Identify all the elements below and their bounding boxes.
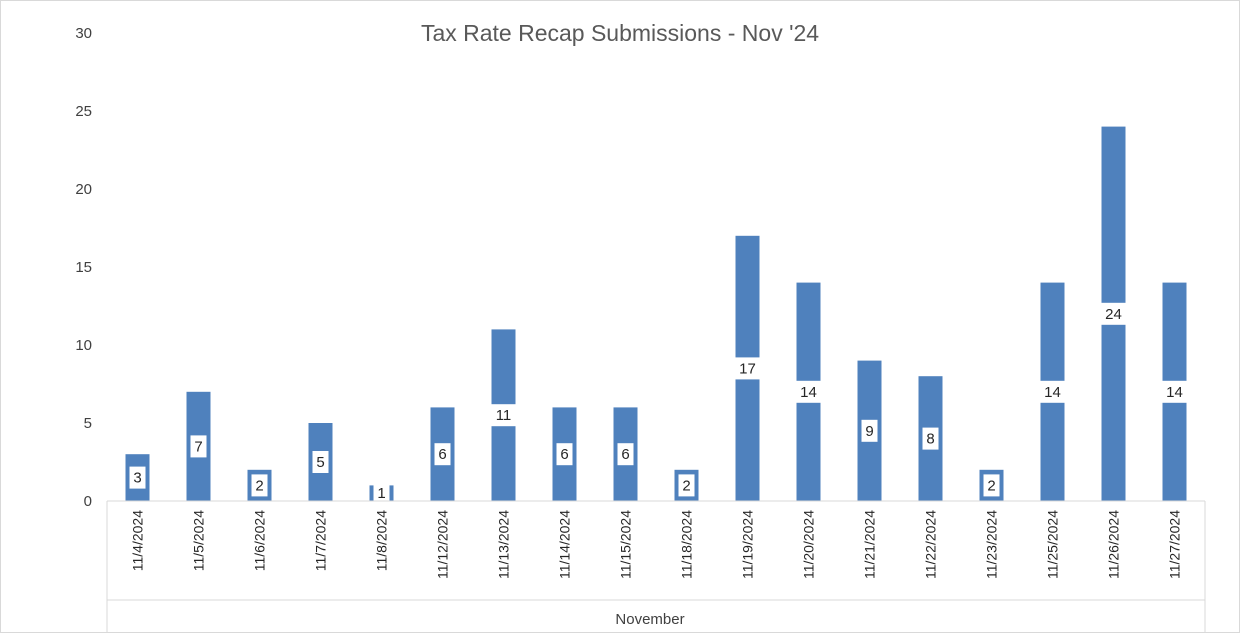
x-tick-label: 11/4/2024: [130, 510, 146, 571]
data-label-box: [861, 419, 878, 442]
x-tick-label: 11/19/2024: [740, 510, 756, 579]
x-tick-label: 11/22/2024: [923, 510, 939, 579]
data-label-box: [922, 427, 939, 450]
y-tick-label: 25: [75, 103, 92, 120]
data-label: 2: [682, 477, 690, 494]
data-label-box: [796, 380, 821, 403]
data-label: 14: [800, 384, 817, 401]
data-label: 14: [1044, 384, 1061, 401]
x-tick-label: 11/26/2024: [1106, 510, 1122, 579]
x-tick-label: 11/21/2024: [862, 510, 878, 579]
data-label: 1: [377, 485, 385, 502]
data-label-box: [129, 466, 146, 489]
data-label: 2: [987, 477, 995, 494]
data-label-box: [617, 443, 634, 466]
data-label: 9: [865, 423, 873, 440]
data-label: 6: [560, 446, 568, 463]
data-label: 7: [194, 438, 202, 455]
y-tick-label: 20: [75, 181, 92, 198]
data-label: 14: [1166, 384, 1183, 401]
x-tick-label: 11/23/2024: [984, 510, 1000, 579]
y-tick-label: 0: [84, 493, 92, 510]
data-label-box: [312, 451, 329, 473]
data-label: 2: [255, 477, 263, 494]
data-label-box: [556, 443, 573, 466]
x-tick-label: 11/15/2024: [618, 510, 634, 579]
x-axis-title: November: [615, 611, 684, 628]
chart-title: Tax Rate Recap Submissions - Nov '24: [421, 20, 819, 46]
x-tick-label: 11/5/2024: [191, 510, 207, 571]
x-tick-label: 11/8/2024: [374, 510, 390, 571]
data-label: 8: [926, 431, 934, 448]
x-tick-label: 11/20/2024: [801, 510, 817, 579]
data-label-box: [1162, 380, 1187, 403]
x-tick-label: 11/25/2024: [1045, 510, 1061, 579]
data-label-box: [251, 474, 268, 497]
data-label: 6: [438, 446, 446, 463]
data-label: 3: [133, 470, 141, 487]
data-label-box: [373, 482, 390, 505]
data-label-box: [983, 474, 1000, 497]
data-label-box: [1101, 302, 1126, 325]
data-label: 17: [739, 360, 756, 377]
x-tick-label: 11/18/2024: [679, 510, 695, 579]
x-tick-label: 11/6/2024: [252, 510, 268, 571]
y-tick-label: 5: [84, 415, 92, 432]
data-label: 24: [1105, 306, 1122, 323]
data-label: 11: [496, 407, 512, 424]
y-tick-label: 15: [75, 259, 92, 276]
data-label-box: [434, 443, 451, 466]
y-axis-ticks: 0 5 10 15 20 25 30: [75, 25, 92, 510]
data-label-box: [190, 435, 207, 458]
x-tick-label: 11/13/2024: [496, 510, 512, 579]
x-axis: 11/4/2024 11/5/2024 11/6/2024 11/7/2024 11/8…: [106, 500, 1206, 633]
data-label: 6: [621, 446, 629, 463]
y-tick-label: 30: [75, 25, 92, 42]
data-label-box: [491, 404, 516, 427]
data-label-box: [735, 357, 760, 380]
y-tick-label: 10: [75, 337, 92, 354]
data-label-box: [678, 474, 695, 497]
data-label: 5: [316, 454, 324, 471]
x-tick-label: 11/7/2024: [313, 510, 329, 571]
x-tick-label: 11/27/2024: [1167, 510, 1183, 579]
x-tick-label: 11/14/2024: [557, 510, 573, 579]
x-tick-label: 11/12/2024: [435, 510, 451, 579]
data-label-box: [1040, 380, 1065, 403]
